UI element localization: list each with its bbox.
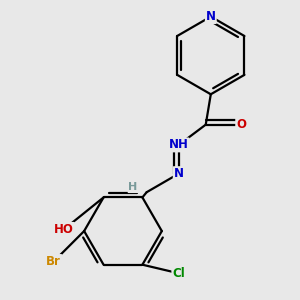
Text: O: O <box>236 118 246 131</box>
Text: N: N <box>206 10 216 23</box>
Text: H: H <box>128 182 138 192</box>
Text: N: N <box>174 167 184 180</box>
Text: NH: NH <box>169 138 189 152</box>
Text: Cl: Cl <box>172 267 185 280</box>
Text: Br: Br <box>46 255 61 268</box>
Text: HO: HO <box>54 223 74 236</box>
